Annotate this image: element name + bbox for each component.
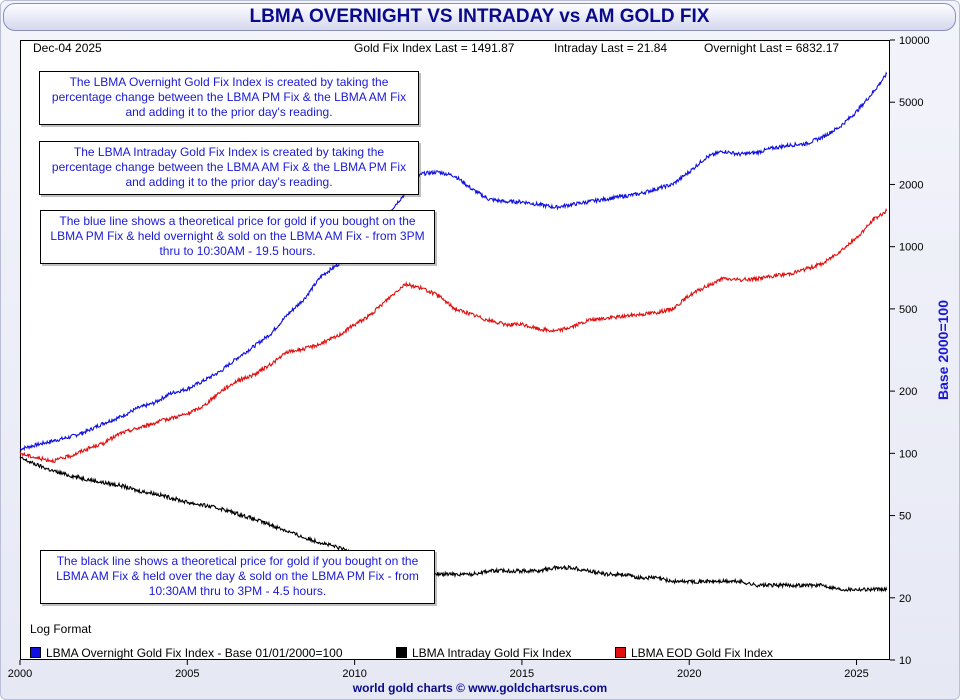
x-tick-label: 2005 [175,668,199,680]
series-line-eod [19,207,888,464]
log-format-label: Log Format [30,622,92,636]
x-tick-label: 2025 [844,668,868,680]
series-lines [19,71,888,593]
legend-swatch-eod [615,647,626,658]
y-axis: 10 20 50 100 200 500 1000 2000 5000 10000 [890,35,930,667]
overnight-last: Overnight Last = 6832.17 [704,41,840,55]
y-tick-label: 20 [899,593,911,605]
note-blue-line: The blue line shows a theoretical price … [40,210,435,264]
intraday-last: Intraday Last = 21.84 [554,41,668,55]
y-tick-label: 2000 [899,179,923,191]
footer-credit: world gold charts © www.goldchartsrus.co… [352,681,608,695]
legend-label-eod: LBMA EOD Gold Fix Index [631,646,774,660]
series-line-overnight [19,71,888,452]
x-tick-label: 2020 [677,668,701,680]
legend-swatch-intraday [396,647,407,658]
note-overnight-definition: The LBMA Overnight Gold Fix Index is cre… [39,71,419,125]
note-black-line: The black line shows a theoretical price… [40,550,435,604]
chart-date: Dec-04 2025 [33,41,102,55]
gold-fix-last: Gold Fix Index Last = 1491.87 [354,41,515,55]
legend-eod: LBMA EOD Gold Fix Index [615,646,773,660]
legend-swatch-overnight [30,647,41,658]
x-axis: 2000 2005 2010 2015 2020 2025 [8,660,869,680]
y-tick-label: 100 [899,448,917,460]
chart-title: LBMA OVERNIGHT VS INTRADAY vs AM GOLD FI… [3,3,956,31]
y-tick-label: 10000 [899,35,930,47]
y-axis-title: Base 2000=100 [935,299,951,401]
series-line-intraday [19,456,888,593]
y-tick-label: 500 [899,304,917,316]
x-tick-label: 2000 [8,668,32,680]
y-tick-label: 1000 [899,242,923,254]
note-intraday-definition: The LBMA Intraday Gold Fix Index is crea… [39,141,419,195]
legend-overnight: LBMA Overnight Gold Fix Index - Base 01/… [30,646,343,660]
legend-intraday: LBMA Intraday Gold Fix Index [396,646,571,660]
y-tick-label: 200 [899,386,917,398]
y-tick-label: 50 [899,511,911,523]
legend-label-overnight: LBMA Overnight Gold Fix Index - Base 01/… [46,646,343,660]
y-tick-label: 5000 [899,97,923,109]
legend-label-intraday: LBMA Intraday Gold Fix Index [412,646,572,660]
y-tick-label: 10 [899,655,911,667]
x-tick-label: 2010 [342,668,366,680]
x-tick-label: 2015 [510,668,534,680]
